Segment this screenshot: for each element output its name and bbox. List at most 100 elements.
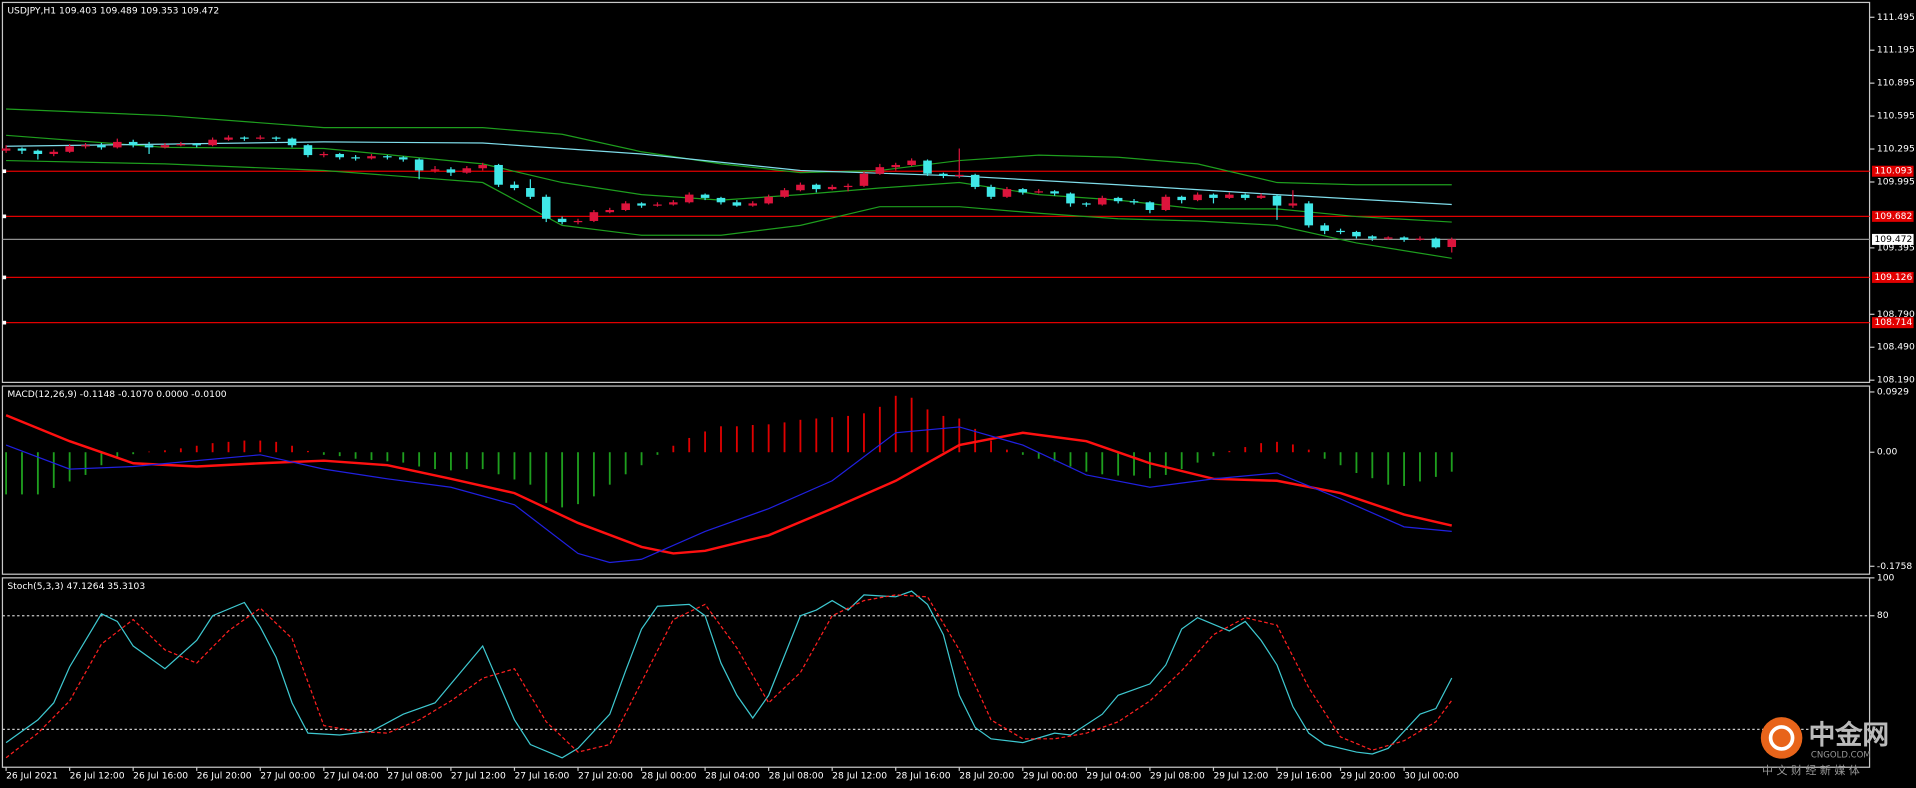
candle-body bbox=[414, 159, 424, 171]
candle-body bbox=[1209, 194, 1218, 198]
x-tick-label: 28 Jul 08:00 bbox=[769, 770, 824, 781]
candle-body bbox=[1177, 196, 1186, 201]
candle-body bbox=[573, 220, 583, 223]
x-tick-label: 28 Jul 16:00 bbox=[896, 770, 951, 781]
candle-body bbox=[748, 203, 758, 206]
candle-body bbox=[732, 202, 742, 206]
y-tick-label: 110.295 bbox=[1877, 144, 1915, 155]
level-label-box bbox=[1872, 271, 1914, 283]
x-tick-label: 28 Jul 20:00 bbox=[959, 770, 1014, 781]
candle-body bbox=[1304, 203, 1314, 226]
candle-body bbox=[224, 137, 233, 140]
candle-body bbox=[65, 146, 74, 152]
last-price-label: 109.472 bbox=[1874, 234, 1912, 245]
x-tick-label: 26 Jul 2021 bbox=[6, 770, 58, 781]
indicator-line bbox=[5, 426, 1452, 564]
candle-body bbox=[1066, 193, 1075, 204]
candle-body bbox=[510, 184, 519, 189]
candle-body bbox=[208, 139, 217, 146]
candle-body bbox=[1161, 196, 1171, 210]
candle-body bbox=[1145, 202, 1155, 210]
y-tick-label: 108.190 bbox=[1877, 375, 1915, 386]
y-tick-label: 110.895 bbox=[1877, 78, 1915, 89]
candle-body bbox=[621, 203, 630, 210]
candle-body bbox=[843, 185, 853, 188]
y-tick-label: 108.490 bbox=[1877, 342, 1915, 353]
candle-body bbox=[160, 145, 170, 148]
candle-body bbox=[827, 186, 837, 190]
candle-body bbox=[780, 190, 789, 197]
candle-body bbox=[907, 160, 916, 165]
x-tick-label: 29 Jul 04:00 bbox=[1086, 770, 1141, 781]
x-tick-label: 29 Jul 12:00 bbox=[1213, 770, 1268, 781]
logo-icon bbox=[1760, 717, 1803, 759]
x-tick-label: 27 Jul 16:00 bbox=[514, 770, 569, 781]
y-tick-label: 108.790 bbox=[1877, 309, 1915, 320]
x-tick-label: 27 Jul 08:00 bbox=[387, 770, 442, 781]
x-tick-label: 29 Jul 20:00 bbox=[1341, 770, 1396, 781]
candle-body bbox=[1447, 239, 1457, 247]
candle-body bbox=[303, 145, 313, 156]
y-tick-label: 100 bbox=[1877, 572, 1895, 583]
candle-body bbox=[335, 153, 344, 158]
candle-body bbox=[1002, 189, 1012, 197]
candle-body bbox=[1225, 194, 1234, 198]
candle-body bbox=[764, 196, 773, 204]
x-tick-label: 26 Jul 16:00 bbox=[133, 770, 188, 781]
watermark-slogan: 中 文 财 经 新 媒 体 bbox=[1762, 763, 1860, 777]
candle-body bbox=[383, 156, 392, 158]
y-tick-label: 111.195 bbox=[1877, 45, 1915, 56]
logo-icon-ring bbox=[1768, 725, 1795, 751]
y-tick-label: 111.495 bbox=[1877, 12, 1915, 23]
candle-body bbox=[398, 157, 408, 160]
x-tick-label: 30 Jul 00:00 bbox=[1404, 770, 1459, 781]
candle-body bbox=[1082, 203, 1091, 205]
candle-body bbox=[1240, 194, 1250, 198]
x-tick-label: 28 Jul 12:00 bbox=[832, 770, 887, 781]
candle-body bbox=[1018, 189, 1028, 193]
candle-body bbox=[1050, 191, 1059, 194]
candle-body bbox=[462, 168, 472, 173]
level-marker bbox=[2, 275, 7, 280]
x-tick-label: 29 Jul 08:00 bbox=[1150, 770, 1205, 781]
y-tick-label: -0.1758 bbox=[1877, 561, 1913, 572]
candle-body bbox=[494, 164, 503, 185]
candle-body bbox=[923, 160, 932, 174]
candle-body bbox=[1399, 237, 1409, 240]
candle-body bbox=[1336, 230, 1345, 233]
candle-body bbox=[1097, 197, 1107, 205]
candle-body bbox=[430, 169, 440, 171]
candle-body bbox=[446, 169, 456, 173]
x-tick-label: 27 Jul 20:00 bbox=[578, 770, 633, 781]
candle-body bbox=[319, 153, 329, 156]
level-label-box bbox=[1872, 210, 1914, 222]
candle-body bbox=[113, 141, 122, 148]
candle-body bbox=[367, 156, 376, 159]
candle-body bbox=[192, 144, 202, 146]
candle-body bbox=[859, 173, 869, 186]
level-marker bbox=[2, 214, 7, 219]
candle-body bbox=[1256, 195, 1266, 198]
candle-body bbox=[1113, 197, 1123, 202]
candle-body bbox=[1129, 201, 1139, 203]
candle-body bbox=[541, 196, 551, 219]
candle-body bbox=[589, 212, 599, 221]
pane-border bbox=[1, 385, 1871, 575]
indicator-line bbox=[6, 159, 1452, 259]
candle-body bbox=[653, 204, 662, 206]
x-tick-label: 28 Jul 00:00 bbox=[642, 770, 697, 781]
candle-body bbox=[97, 145, 106, 148]
candle-body bbox=[144, 145, 154, 148]
candle-body bbox=[1352, 231, 1361, 237]
candle-body bbox=[128, 141, 138, 146]
level-label-box bbox=[1872, 165, 1914, 177]
watermark-logo: 中金网 bbox=[1808, 719, 1889, 751]
watermark-site: CNGOLD.COM bbox=[1811, 751, 1871, 761]
candle-body bbox=[33, 150, 43, 154]
x-tick-label: 27 Jul 00:00 bbox=[260, 770, 315, 781]
pane-border bbox=[1, 577, 1871, 768]
candle-body bbox=[1368, 236, 1377, 239]
level-label: 109.126 bbox=[1874, 272, 1912, 283]
pane-title: MACD(12,26,9) -0.1148 -0.1070 0.0000 -0.… bbox=[7, 389, 226, 400]
indicator-line bbox=[5, 590, 1453, 759]
